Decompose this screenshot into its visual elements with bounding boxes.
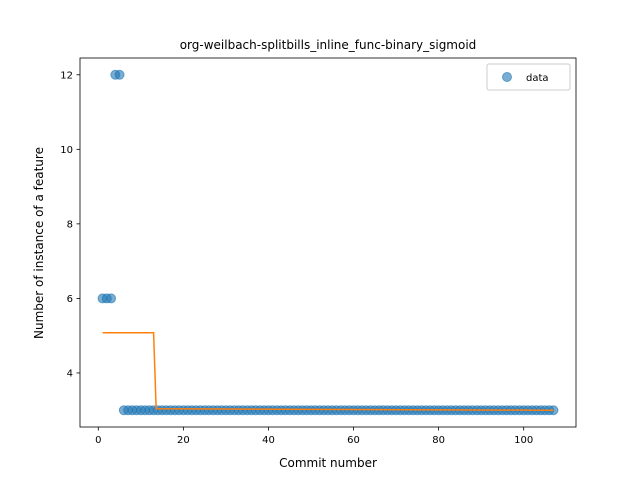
x-tick-label: 60 bbox=[347, 435, 360, 446]
y-tick-label: 10 bbox=[60, 145, 73, 156]
y-axis-label: Number of instance of a feature bbox=[32, 147, 46, 339]
x-tick-label: 40 bbox=[262, 435, 275, 446]
data-series bbox=[97, 69, 559, 416]
x-axis-label: Commit number bbox=[279, 456, 377, 470]
x-tick-label: 20 bbox=[177, 435, 190, 446]
plot-area bbox=[97, 69, 559, 416]
legend: data bbox=[486, 63, 571, 91]
legend-label: data bbox=[526, 73, 549, 84]
y-tick-label: 4 bbox=[67, 368, 73, 379]
axes: 0 20 40 60 80 100 4 6 8 10 12 bbox=[60, 57, 577, 446]
data-point bbox=[106, 293, 117, 304]
x-tick-label: 100 bbox=[514, 435, 533, 446]
y-tick-label: 12 bbox=[60, 70, 73, 81]
x-tick-label: 0 bbox=[95, 435, 101, 446]
chart-title: org-weilbach-splitbills_inline_func-bina… bbox=[180, 38, 477, 52]
legend-marker bbox=[502, 72, 512, 82]
x-tick-label: 80 bbox=[432, 435, 445, 446]
axes-frame bbox=[79, 57, 577, 428]
y-tick-label: 8 bbox=[67, 219, 73, 230]
data-point bbox=[114, 69, 125, 80]
legend-box bbox=[486, 63, 571, 91]
y-tick-label: 6 bbox=[67, 294, 73, 305]
fit-line bbox=[102, 331, 554, 411]
